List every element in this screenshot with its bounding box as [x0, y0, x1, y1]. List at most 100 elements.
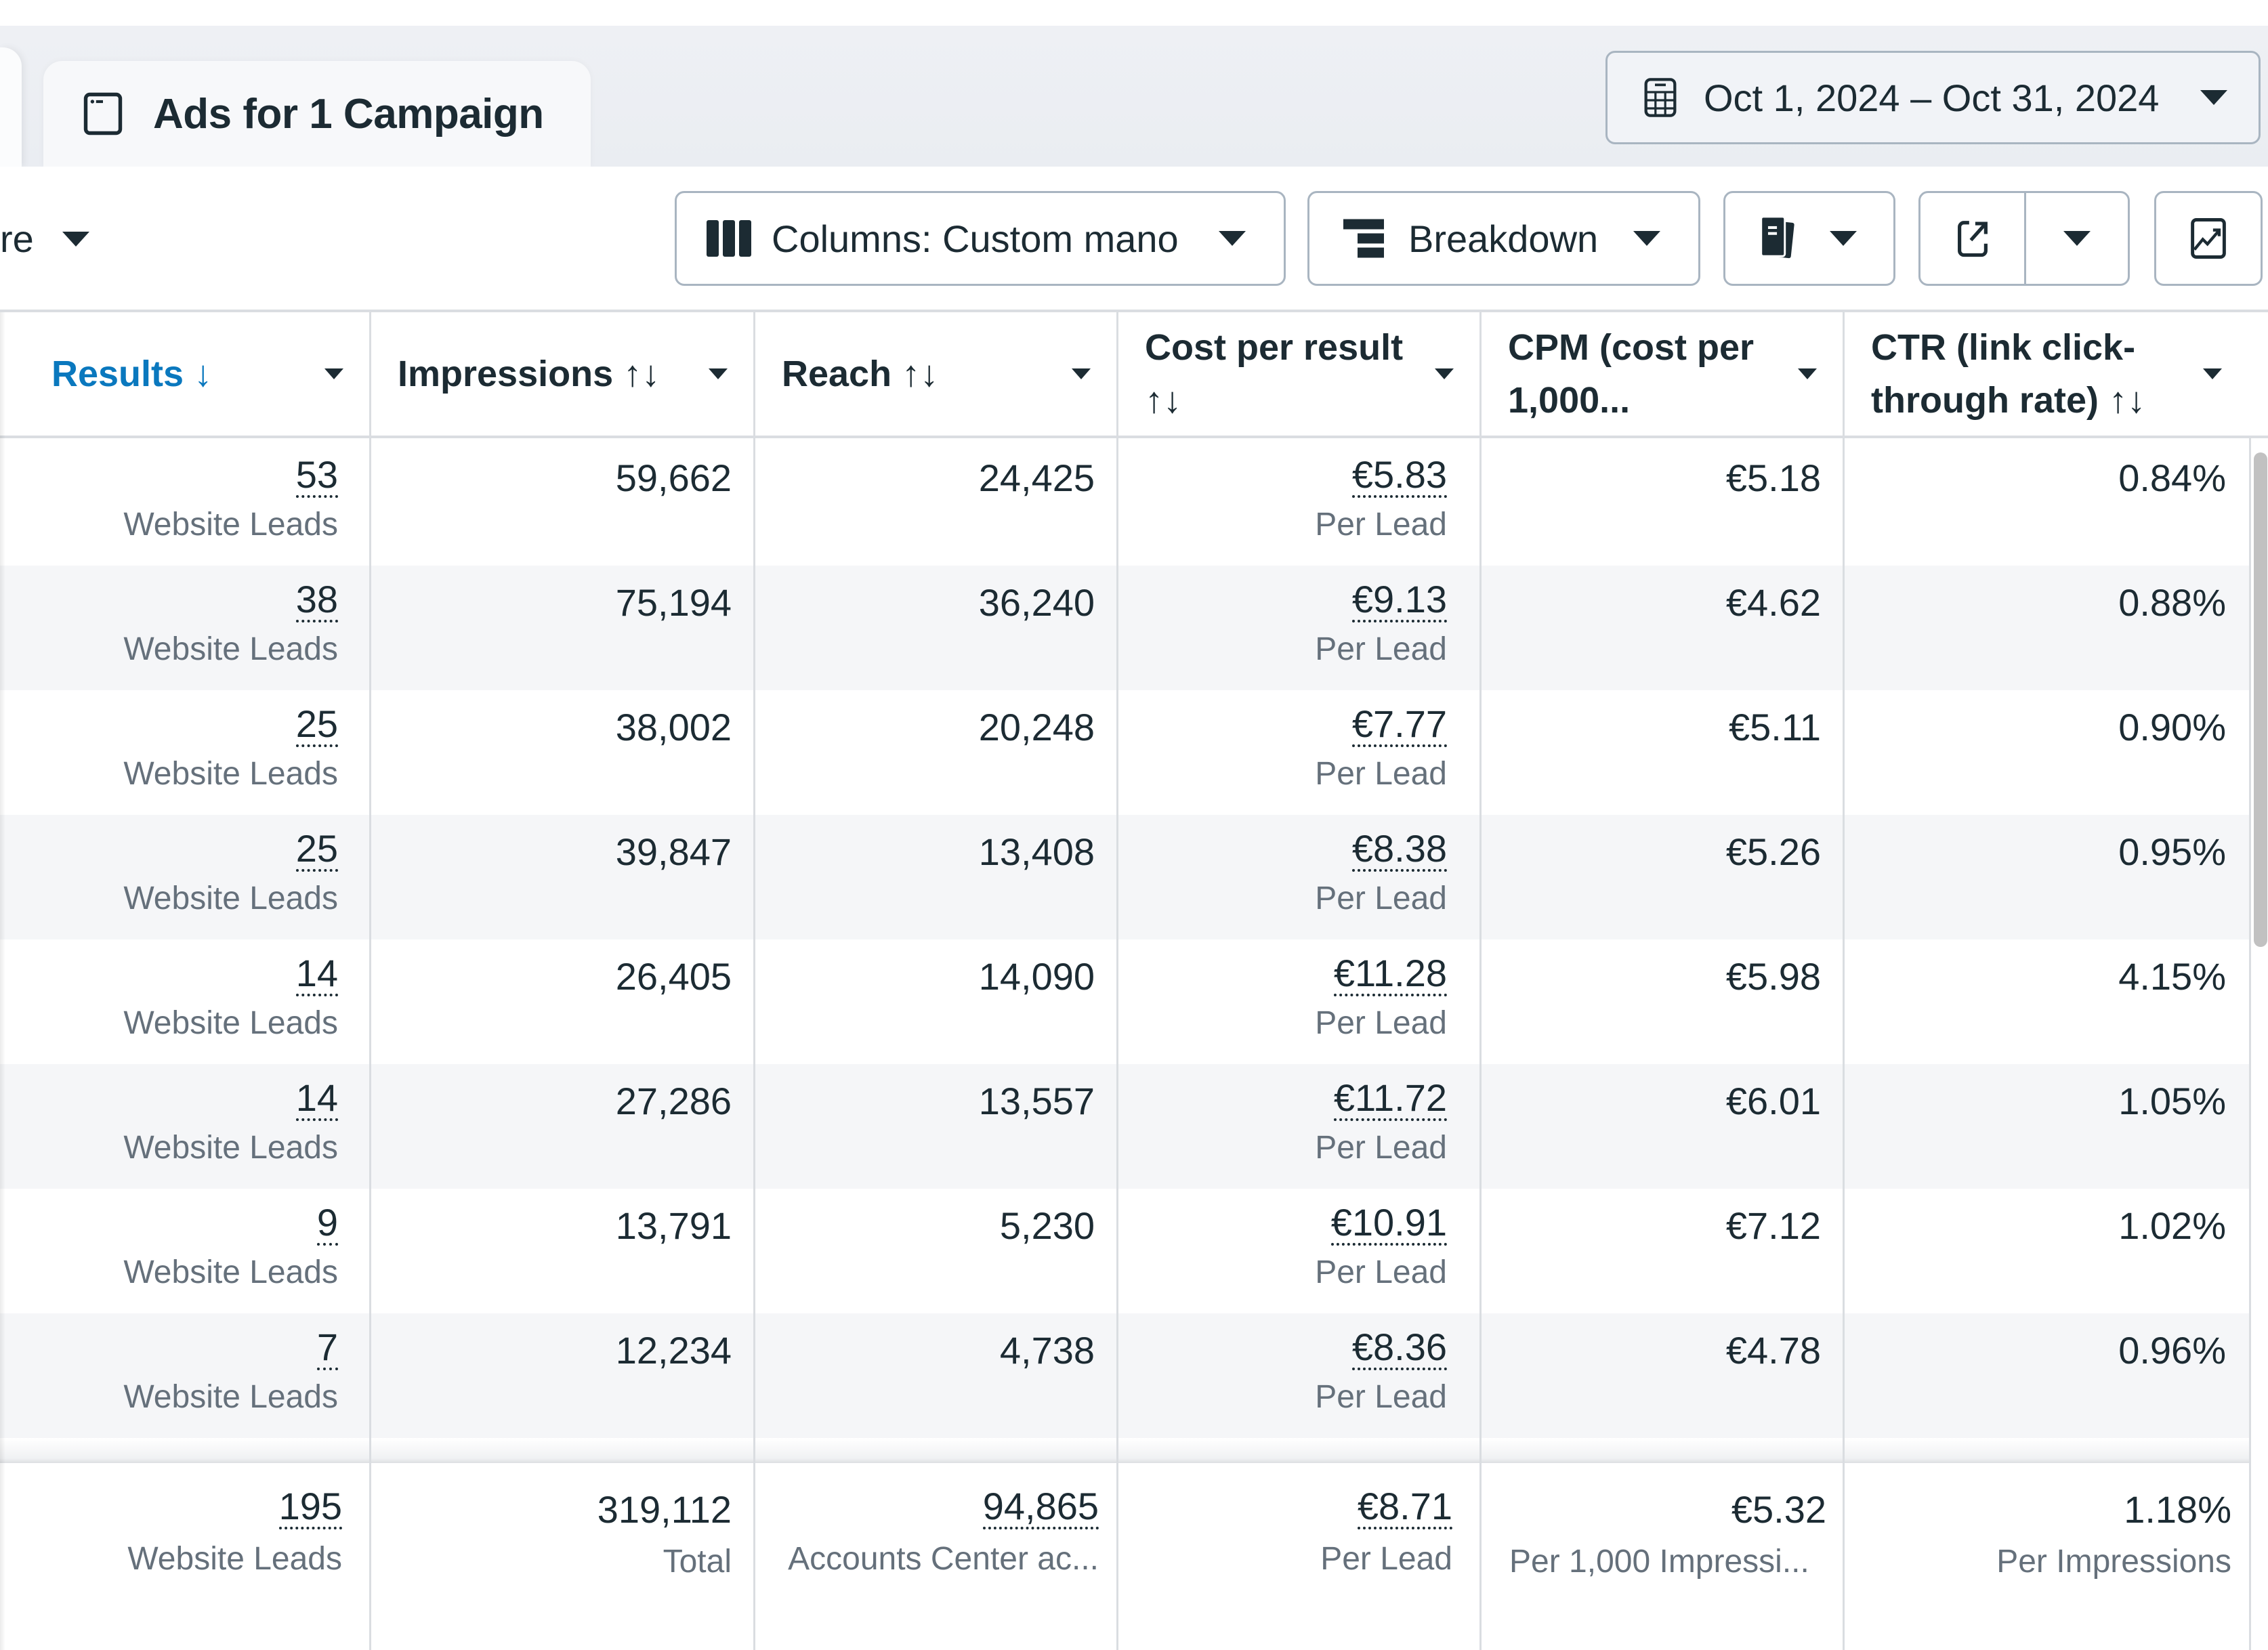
- table-row[interactable]: 25 Website Leads 38,002 20,248 €7.77 Per Lead…: [0, 690, 2249, 815]
- column-menu-caret-icon[interactable]: [1435, 368, 1454, 379]
- column-menu-caret-icon[interactable]: [324, 368, 343, 379]
- table-row[interactable]: 53 Website Leads 59,662 24,425 €5.83 Per Lead…: [0, 441, 2249, 566]
- ctr-cell: 0.96%: [1844, 1313, 2249, 1438]
- tab-ads[interactable]: Ads for 1 Campaign: [43, 61, 591, 167]
- cost-per-result-value[interactable]: €5.83: [1351, 456, 1447, 498]
- export-button[interactable]: [1920, 193, 2026, 284]
- column-header-cpm[interactable]: CPM (cost per 1,000...: [1481, 312, 1844, 436]
- cost-per-result-cell: €5.83 Per Lead: [1118, 441, 1481, 566]
- results-value[interactable]: 38: [295, 580, 338, 622]
- total-cpm-cell: €5.32 Per 1,000 Impressi...: [1481, 1463, 1844, 1650]
- column-menu-caret-icon[interactable]: [1798, 368, 1817, 379]
- results-cell: 14 Website Leads: [0, 939, 371, 1064]
- cost-per-result-value[interactable]: €11.72: [1333, 1079, 1447, 1121]
- sort-desc-icon: ↓: [194, 354, 213, 394]
- header-label: Results ↓: [51, 354, 213, 394]
- top-bar: [0, 0, 2268, 26]
- filter-dropdown[interactable]: re: [0, 217, 89, 261]
- previous-tab[interactable]: [0, 47, 22, 167]
- scrollbar-thumb[interactable]: [2254, 452, 2267, 947]
- cpm-cell: €5.18: [1481, 441, 1844, 566]
- total-impressions: 319,112: [597, 1488, 732, 1531]
- table-row[interactable]: 25 Website Leads 39,847 13,408 €8.38 Per Lead…: [0, 815, 2249, 939]
- table-row[interactable]: 38 Website Leads 75,194 36,240 €9.13 Per Lead…: [0, 566, 2249, 690]
- cpm-cell: €5.11: [1481, 690, 1844, 815]
- chevron-down-icon: [2200, 90, 2227, 105]
- ctr-value: 0.84%: [2118, 457, 2226, 499]
- tab-title: Ads for 1 Campaign: [153, 90, 544, 138]
- column-header-results[interactable]: Results ↓: [0, 312, 371, 436]
- cost-per-result-cell: €9.13 Per Lead: [1118, 566, 1481, 690]
- reports-dropdown[interactable]: [1723, 191, 1895, 286]
- cost-per-result-value[interactable]: €8.36: [1351, 1328, 1447, 1370]
- column-header-ctr[interactable]: CTR (link click-through rate) ↑↓: [1844, 312, 2249, 436]
- column-menu-caret-icon[interactable]: [709, 368, 728, 379]
- cost-per-result-cell: €11.72 Per Lead: [1118, 1064, 1481, 1189]
- export-options-dropdown[interactable]: [2026, 193, 2128, 284]
- date-range-picker[interactable]: Oct 1, 2024 – Oct 31, 2024: [1605, 51, 2261, 144]
- total-results[interactable]: 195: [278, 1487, 342, 1529]
- table-row[interactable]: 14 Website Leads 26,405 14,090 €11.28 Per Lea…: [0, 939, 2249, 1064]
- total-cost-per-result[interactable]: €8.71: [1357, 1487, 1452, 1529]
- results-cell: 7 Website Leads: [0, 1313, 371, 1438]
- columns-dropdown[interactable]: Columns: Custom mano: [675, 191, 1286, 286]
- cost-per-result-subtitle: Per Lead: [1315, 1130, 1447, 1166]
- cost-per-result-value[interactable]: €11.28: [1333, 954, 1447, 996]
- column-header-cost-per-result[interactable]: Cost per result ↑↓: [1118, 312, 1481, 436]
- results-value[interactable]: 53: [295, 456, 338, 498]
- cost-per-result-value[interactable]: €9.13: [1351, 580, 1447, 622]
- impressions-cell: 12,234: [371, 1313, 755, 1438]
- reach-value: 20,248: [978, 706, 1095, 748]
- total-ctr-sub: Per Impressions: [1996, 1544, 2231, 1580]
- reports-icon: [1760, 215, 1794, 259]
- sort-icon: ↑↓: [1145, 380, 1181, 421]
- header-label: CPM (cost per 1,000...: [1508, 327, 1755, 421]
- column-header-reach[interactable]: Reach ↑↓: [755, 312, 1118, 436]
- results-cell: 25 Website Leads: [0, 815, 371, 939]
- ctr-cell: 1.02%: [1844, 1189, 2249, 1313]
- results-value[interactable]: 9: [316, 1204, 338, 1246]
- total-reach[interactable]: 94,865: [982, 1487, 1099, 1529]
- date-range-label: Oct 1, 2024 – Oct 31, 2024: [1704, 76, 2160, 119]
- cost-per-result-value[interactable]: €10.91: [1330, 1204, 1447, 1246]
- table-row[interactable]: 9 Website Leads 13,791 5,230 €10.91 Per Lead €…: [0, 1189, 2249, 1313]
- column-menu-caret-icon[interactable]: [2203, 368, 2222, 379]
- ctr-cell: 0.84%: [1844, 441, 2249, 566]
- export-button-group: [1918, 191, 2130, 286]
- results-value[interactable]: 25: [295, 830, 338, 872]
- cost-per-result-value[interactable]: €8.38: [1351, 830, 1447, 872]
- results-value[interactable]: 25: [295, 705, 338, 747]
- cpm-value: €5.18: [1725, 457, 1821, 499]
- results-value[interactable]: 7: [316, 1328, 338, 1370]
- column-header-impressions[interactable]: Impressions ↑↓: [371, 312, 755, 436]
- total-cpm: €5.32: [1731, 1488, 1826, 1531]
- column-divider[interactable]: [753, 312, 755, 1650]
- column-divider[interactable]: [1116, 312, 1118, 1650]
- results-subtitle: Website Leads: [123, 881, 338, 916]
- results-value[interactable]: 14: [295, 954, 338, 996]
- table-row[interactable]: 14 Website Leads 27,286 13,557 €11.72 Per Lea…: [0, 1064, 2249, 1189]
- view-charts-button[interactable]: [2154, 191, 2263, 286]
- ctr-value: 1.02%: [2118, 1204, 2226, 1247]
- breakdown-dropdown[interactable]: Breakdown: [1307, 191, 1700, 286]
- reach-cell: 14,090: [755, 939, 1118, 1064]
- reach-value: 13,557: [978, 1080, 1095, 1122]
- total-impressions-cell: 319,112 Total: [371, 1463, 755, 1650]
- cpm-value: €5.11: [1729, 706, 1821, 748]
- column-divider[interactable]: [1479, 312, 1482, 1650]
- total-cost-cell: €8.71 Per Lead: [1118, 1463, 1481, 1650]
- reach-cell: 13,408: [755, 815, 1118, 939]
- results-value[interactable]: 14: [295, 1079, 338, 1121]
- column-divider[interactable]: [1843, 312, 1845, 1650]
- cost-per-result-value[interactable]: €7.77: [1351, 705, 1447, 747]
- impressions-cell: 75,194: [371, 566, 755, 690]
- table-header: Results ↓ Impressions ↑↓ Reach ↑↓ Cost p…: [0, 312, 2268, 438]
- cost-per-result-subtitle: Per Lead: [1315, 881, 1447, 916]
- impressions-cell: 38,002: [371, 690, 755, 815]
- column-menu-caret-icon[interactable]: [1072, 368, 1091, 379]
- reach-cell: 20,248: [755, 690, 1118, 815]
- column-divider[interactable]: [369, 312, 371, 1650]
- table-row[interactable]: 7 Website Leads 12,234 4,738 €8.36 Per Lead €4…: [0, 1313, 2249, 1438]
- impressions-cell: 26,405: [371, 939, 755, 1064]
- impressions-value: 75,194: [615, 581, 732, 624]
